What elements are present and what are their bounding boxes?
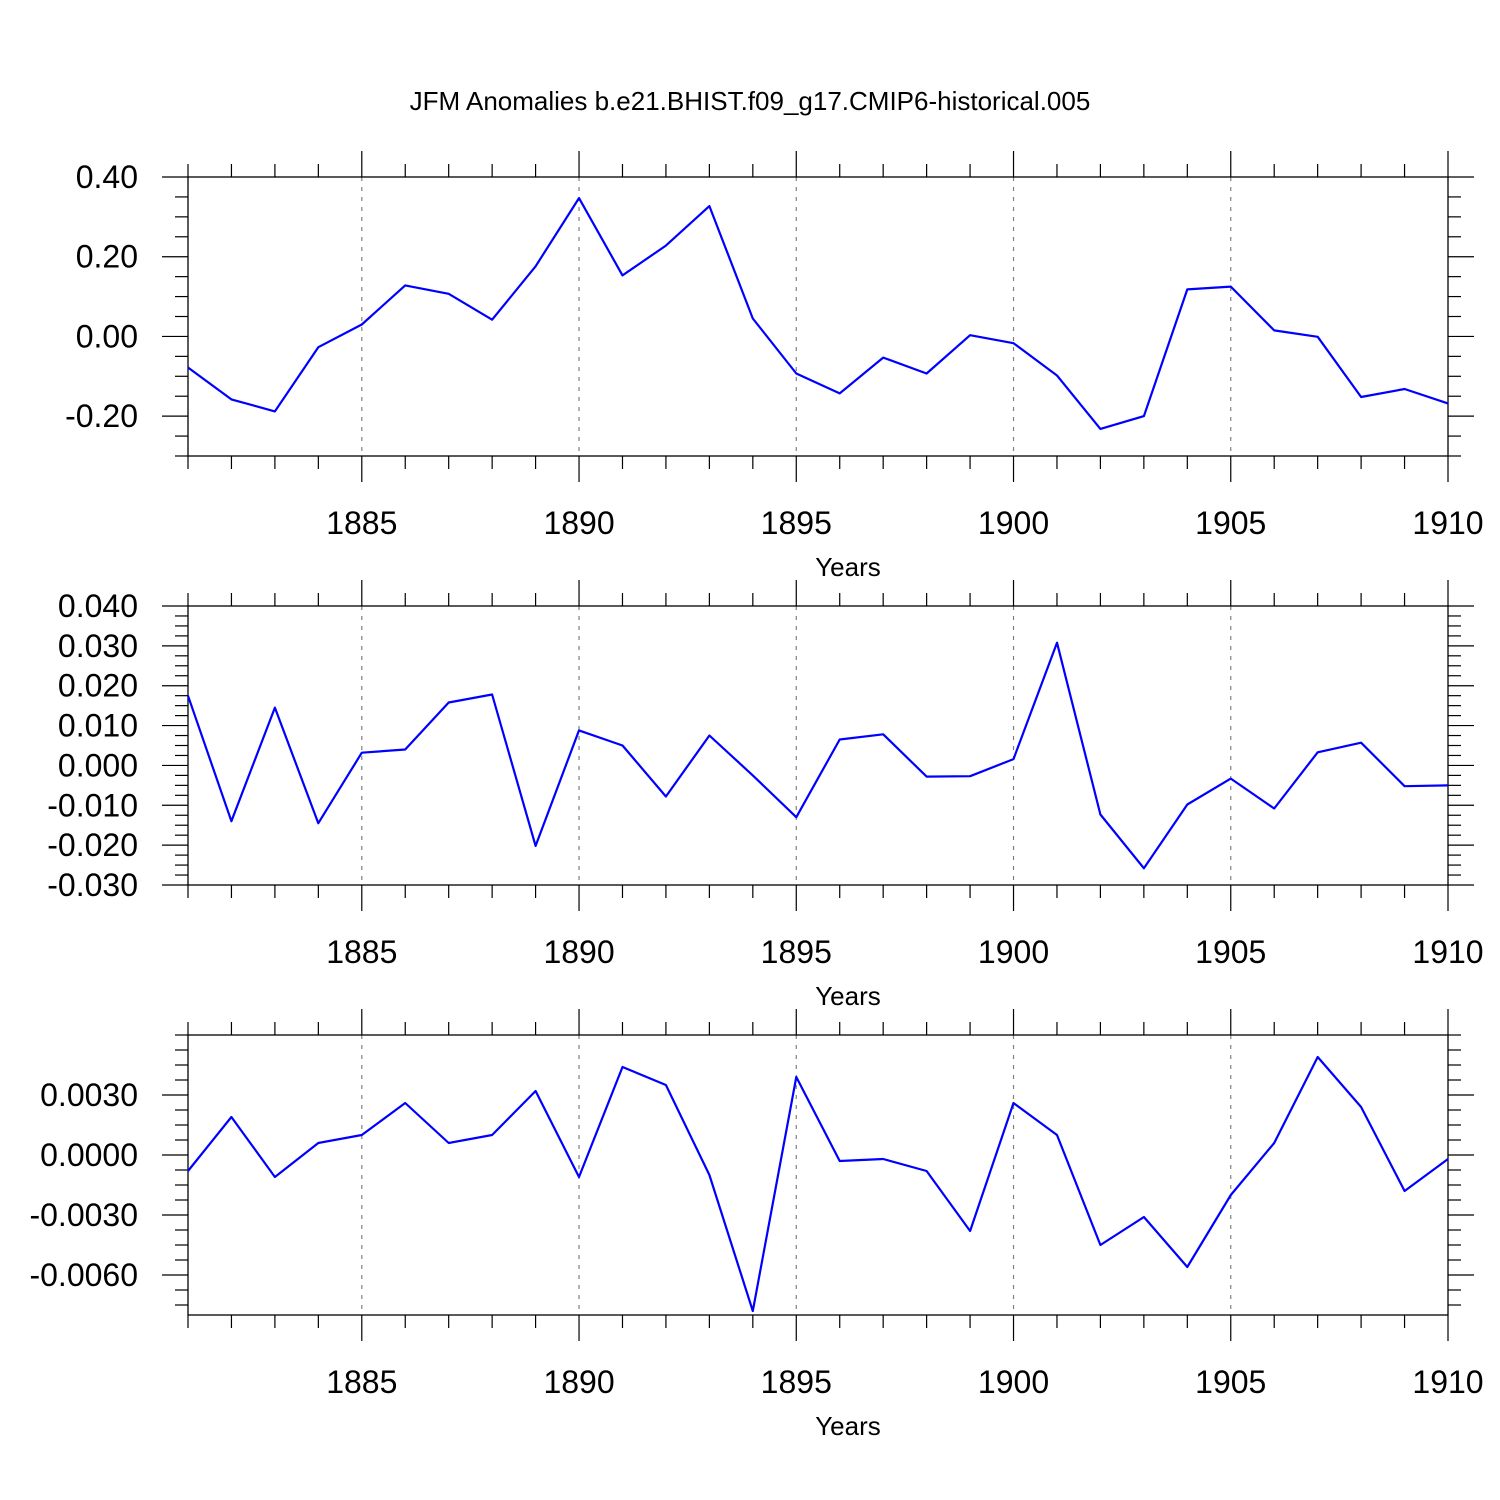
y-tick-label: 0.000	[58, 747, 138, 783]
panel-3: -0.0060 -0.0030 0.0000 0.0030 1885 1890 1895 19…	[29, 1009, 1484, 1441]
x-tick-label: 1900	[978, 934, 1049, 970]
x-axis-label: Years	[815, 981, 881, 1011]
series-line	[187, 1055, 1449, 1313]
y-axis-label: ArcOC Snow Volume 1013 m3	[20, 577, 50, 913]
panel-1: -0.20 0.00 0.20 0.40 1885 1890 1895 1900 1905 191…	[20, 151, 1484, 582]
x-tick-label: 1900	[978, 505, 1049, 541]
y-tick-label: 0.00	[76, 318, 138, 354]
series-line	[187, 197, 1449, 430]
x-tick-label: 1890	[543, 505, 614, 541]
plot-frame	[187, 605, 1449, 886]
x-tick-label: 1905	[1195, 934, 1266, 970]
y-tick-label: 0.010	[58, 708, 138, 744]
y-tick-label: -0.0030	[29, 1197, 138, 1233]
y-tick-label: 0.0030	[40, 1077, 138, 1113]
x-tick-label: 1890	[543, 934, 614, 970]
x-tick-label: 1885	[326, 505, 397, 541]
y-tick-label: 0.20	[76, 239, 138, 275]
x-tick-label: 1885	[326, 1364, 397, 1400]
x-tick-label: 1895	[761, 934, 832, 970]
y-tick-label: 0.0000	[40, 1137, 138, 1173]
x-tick-label: 1910	[1412, 505, 1483, 541]
x-tick-label: 1900	[978, 1364, 1049, 1400]
y-tick-label: 0.030	[58, 628, 138, 664]
x-axis-label: Years	[815, 552, 881, 582]
y-axis-label: ArcOC Ice Volume 1013 m3	[20, 164, 50, 470]
panel-2: -0.030 -0.020 -0.010 0.0000.010 0.020 0.030 0.…	[20, 577, 1484, 1011]
plot-frame	[187, 1034, 1449, 1316]
x-axis-label: Years	[815, 1411, 881, 1441]
x-tick-label: 1885	[326, 934, 397, 970]
y-tick-label: 0.40	[76, 159, 138, 195]
panels: -0.20 0.00 0.20 0.40 1885 1890 1895 1900 1905 191…	[20, 151, 1484, 1441]
y-tick-label: -0.20	[65, 398, 138, 434]
y-tick-label: -0.020	[47, 827, 138, 863]
series-line	[186, 641, 1449, 870]
y-tick-label: -0.0060	[29, 1257, 138, 1293]
x-tick-label: 1895	[761, 1364, 832, 1400]
x-tick-label: 1905	[1195, 505, 1266, 541]
x-tick-label: 1895	[761, 505, 832, 541]
x-tick-label: 1910	[1412, 1364, 1483, 1400]
x-tick-label: 1905	[1195, 1364, 1266, 1400]
figure-title: JFM Anomalies b.e21.BHIST.f09_g17.CMIP6-…	[410, 86, 1091, 116]
y-tick-label: 0.040	[58, 588, 138, 624]
y-tick-label: -0.010	[47, 787, 138, 823]
y-tick-label: 0.020	[58, 668, 138, 704]
y-tick-label: -0.030	[47, 867, 138, 903]
x-tick-label: 1910	[1412, 934, 1483, 970]
x-tick-label: 1890	[543, 1364, 614, 1400]
